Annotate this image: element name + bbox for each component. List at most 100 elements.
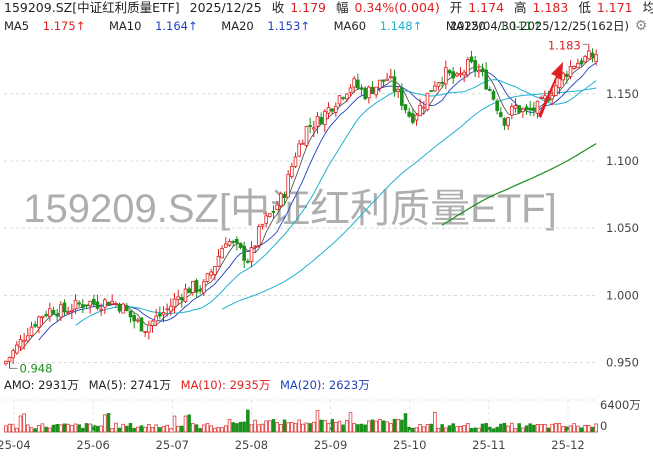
volume-bar xyxy=(172,415,177,433)
candle-body xyxy=(264,215,268,224)
volume-bar xyxy=(458,426,463,433)
volume-bar xyxy=(561,426,565,433)
candle-body xyxy=(469,56,474,63)
candle-body xyxy=(213,266,217,275)
candle-body xyxy=(539,97,543,99)
volume-bar xyxy=(103,414,107,433)
candle-body xyxy=(370,86,375,95)
volume-bar xyxy=(55,424,59,433)
volume-bar xyxy=(260,423,265,433)
volume-bar xyxy=(180,425,184,433)
candle-body xyxy=(319,117,323,125)
candle-body xyxy=(117,303,122,312)
candle-body xyxy=(422,106,426,109)
volume-bar xyxy=(370,419,375,433)
ma60-path xyxy=(221,87,597,310)
volume-bar xyxy=(66,423,70,433)
volume-bar xyxy=(253,419,257,433)
volume-bar xyxy=(510,422,514,433)
candle-body xyxy=(114,303,118,305)
candle-body xyxy=(183,288,188,303)
candle-body xyxy=(488,89,492,91)
candle-body xyxy=(458,73,463,76)
volume-bar xyxy=(62,423,67,433)
candle-body xyxy=(345,93,349,100)
candle-body xyxy=(242,245,246,261)
volume-bar xyxy=(337,420,342,433)
candle-body xyxy=(220,248,224,259)
candle-body xyxy=(433,85,437,92)
candle-body xyxy=(161,312,166,316)
volume-bar xyxy=(40,423,45,433)
volume-bar xyxy=(378,418,382,433)
candle-body xyxy=(136,319,140,322)
volume-bar xyxy=(411,427,415,433)
volume-bar xyxy=(484,423,488,433)
volume-bar xyxy=(147,424,151,433)
candle-body xyxy=(576,62,580,69)
volume-bar xyxy=(33,428,37,433)
date-range[interactable]: 2025/04/30-2025/12/25(162日) xyxy=(449,19,629,33)
volume-bar xyxy=(209,425,213,433)
volume-bar xyxy=(110,428,114,433)
high-label: 1.183 xyxy=(548,38,581,52)
volume-bar xyxy=(385,421,389,433)
candle-body xyxy=(202,281,206,294)
volume-bar xyxy=(308,423,312,433)
volume-bar xyxy=(499,423,503,433)
volume-bar xyxy=(517,423,521,433)
symbol-title: 159209.SZ[中证红利质量ETF] xyxy=(4,0,180,15)
candle-body xyxy=(169,305,173,312)
volume-bar xyxy=(352,423,356,433)
volume-bar xyxy=(88,423,92,433)
volume-bar xyxy=(194,424,199,433)
candle-body xyxy=(535,100,540,114)
ma5-legend: MA5 1.175↑ xyxy=(4,19,86,33)
volume-bar xyxy=(136,426,140,433)
low-label: 0.948 xyxy=(20,361,53,375)
candle-body xyxy=(568,65,573,77)
candle-body xyxy=(440,82,444,84)
candle-body xyxy=(62,302,67,313)
candle-body xyxy=(517,105,521,113)
more-label: 均 xyxy=(642,0,653,15)
change-value: 0.34%(0.004) xyxy=(354,0,440,15)
ma60-legend: MA60 1.148↑ xyxy=(333,19,423,33)
candle-body xyxy=(532,107,536,112)
candle-body xyxy=(411,113,415,123)
candle-body xyxy=(429,90,433,92)
volume-bar xyxy=(425,424,430,433)
candle-body xyxy=(447,69,452,74)
candle-body xyxy=(502,117,507,126)
volume-bar xyxy=(128,422,133,433)
close-value: 1.179 xyxy=(290,0,326,15)
volume-bar xyxy=(246,409,250,433)
candle-body xyxy=(352,78,356,88)
candle-body xyxy=(88,300,92,307)
candle-body xyxy=(491,91,496,100)
candle-body xyxy=(367,86,371,99)
candle-body xyxy=(301,142,305,145)
volume-bar xyxy=(418,424,422,433)
ma120-legend: MA120 1.111↑ xyxy=(445,19,542,33)
candle-body xyxy=(381,79,386,82)
volume-bar xyxy=(334,421,338,433)
candle-body xyxy=(150,320,155,326)
volume-bar xyxy=(4,425,8,433)
candle-body xyxy=(99,308,103,311)
volume-bar xyxy=(282,419,287,433)
volume-bar xyxy=(326,423,331,433)
candle-body xyxy=(158,313,162,317)
candle-body xyxy=(590,52,595,58)
ma20-legend: MA20 1.153↑ xyxy=(221,19,310,33)
candle-body xyxy=(128,310,133,318)
gear-icon[interactable]: ⚙ xyxy=(634,18,648,34)
x-tick-label: 25-08 xyxy=(235,438,268,452)
candle-body xyxy=(147,324,151,333)
candle-body xyxy=(389,75,393,78)
volume-bar xyxy=(202,424,206,433)
candle-body xyxy=(385,78,389,81)
volume-bar xyxy=(26,424,30,433)
candle-body xyxy=(143,331,147,333)
